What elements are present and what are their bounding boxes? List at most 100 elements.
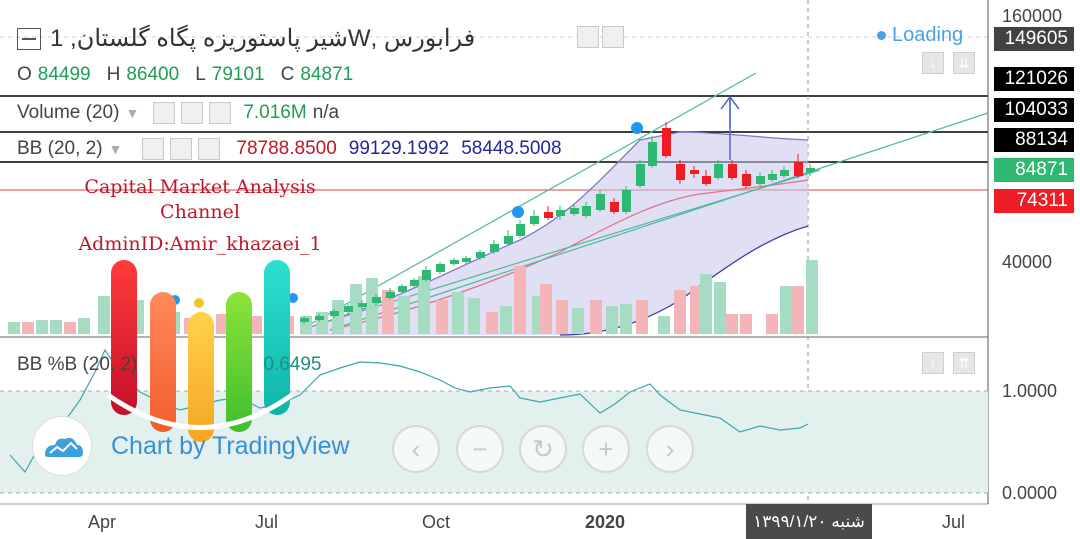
minus-icon: − xyxy=(472,434,488,464)
bbpb-tick: 0.0000 xyxy=(1002,483,1058,503)
open-value: 84499 xyxy=(37,64,91,85)
candle-body xyxy=(330,311,339,316)
watermark-line3: AdminID:Amir_khazaei_1 xyxy=(78,233,322,255)
volume-label[interactable]: Volume (20) xyxy=(17,102,120,123)
watermark-line1: Capital Market Analysis xyxy=(84,176,316,198)
date-tick: Jul xyxy=(255,512,279,532)
volume-bar xyxy=(590,300,602,334)
candle-body xyxy=(476,252,485,258)
minus-icon xyxy=(22,38,36,40)
zoom-out-button[interactable]: − xyxy=(456,425,504,473)
date-tick: Apr xyxy=(88,512,117,532)
close-value: 84871 xyxy=(300,64,354,85)
chevron-left-icon: ‹ xyxy=(411,434,421,464)
arrow-down-icon[interactable]: ↓ xyxy=(922,52,944,74)
volume-na: n/a xyxy=(312,102,340,123)
candle-body xyxy=(780,170,789,176)
candle-body xyxy=(398,286,407,292)
close-icon[interactable] xyxy=(209,102,232,124)
visibility-icon[interactable] xyxy=(142,138,165,160)
reset-button[interactable]: ↻ xyxy=(519,425,567,473)
candle-body xyxy=(806,168,815,172)
candle-body xyxy=(300,318,309,322)
arrow-up-double-icon[interactable]: ⇈ xyxy=(953,352,975,374)
volume-bar xyxy=(350,284,362,334)
visibility-icon[interactable] xyxy=(577,26,599,48)
close-icon[interactable] xyxy=(198,138,221,160)
candle-body xyxy=(676,164,685,180)
volume-bar xyxy=(806,260,818,334)
loading-indicator: Loading xyxy=(877,24,963,47)
candle-body xyxy=(570,208,579,214)
volume-bar xyxy=(636,300,648,334)
open-key: O xyxy=(17,64,32,85)
bbpb-label[interactable]: BB %B (20, 2) xyxy=(17,354,138,375)
settings-icon[interactable] xyxy=(170,138,193,160)
volume-bar xyxy=(606,306,618,334)
tradingview-logo-icon[interactable] xyxy=(32,416,92,476)
bb-basis-value: 78788.8500 xyxy=(236,138,337,159)
volume-bar xyxy=(250,316,262,334)
volume-bar xyxy=(726,314,738,334)
candle-body xyxy=(544,212,553,218)
settings-icon[interactable] xyxy=(181,102,204,124)
volume-bar xyxy=(690,286,702,334)
candle-body xyxy=(636,164,645,186)
volume-bar xyxy=(620,304,632,334)
settings-icon[interactable] xyxy=(602,26,624,48)
volume-bar xyxy=(36,320,48,334)
title-controls xyxy=(577,26,624,48)
bbpb-legend: BB %B (20, 2) 0.6495 xyxy=(17,354,322,376)
candle-body xyxy=(768,174,777,180)
plus-icon: + xyxy=(598,434,614,464)
volume-value: 7.016M xyxy=(243,102,307,123)
bb-label[interactable]: BB (20, 2) xyxy=(17,138,103,159)
scroll-back-button[interactable]: ‹ xyxy=(392,425,440,473)
reset-icon: ↻ xyxy=(532,434,554,464)
candle-body xyxy=(358,303,367,307)
volume-bar xyxy=(714,282,726,334)
cloud-chart-icon xyxy=(45,437,83,457)
arrow-up-icon[interactable]: ↑ xyxy=(922,352,944,374)
watermark-line2: Channel xyxy=(160,201,240,223)
volume-bar xyxy=(64,322,76,334)
volume-bar xyxy=(556,300,568,334)
candle-body xyxy=(516,224,525,236)
candle-body xyxy=(610,202,619,212)
candle-body xyxy=(556,210,565,216)
branding-text[interactable]: Chart by TradingView xyxy=(111,432,350,460)
volume-bar xyxy=(674,290,686,334)
volume-bar xyxy=(740,314,752,334)
ohlc-legend: O 84499 H 86400 L 79101 C 84871 xyxy=(17,64,363,86)
chevron-down-icon[interactable]: ▼ xyxy=(108,141,123,157)
candle-body xyxy=(742,174,751,186)
close-key: C xyxy=(280,64,295,85)
volume-bar xyxy=(514,266,526,334)
signal-dot xyxy=(512,206,524,218)
bb-upper-value: 99129.1992 xyxy=(348,138,450,159)
candle-body xyxy=(714,164,723,178)
candle-body xyxy=(372,297,381,303)
zoom-in-button[interactable]: + xyxy=(582,425,630,473)
candle-series xyxy=(300,122,815,324)
volume-bar xyxy=(22,322,34,334)
scroll-forward-button[interactable]: › xyxy=(646,425,694,473)
volume-bar xyxy=(98,296,110,334)
collapse-button[interactable] xyxy=(17,28,41,50)
volume-legend: Volume (20) ▼ 7.016M n/a xyxy=(17,102,339,124)
candle-body xyxy=(596,194,605,210)
visibility-icon[interactable] xyxy=(153,102,176,124)
volume-bar xyxy=(332,300,344,334)
volume-bar xyxy=(418,276,430,334)
volume-bar xyxy=(486,312,498,334)
candle-body xyxy=(662,128,671,156)
candle-body xyxy=(794,162,803,176)
arrow-down-double-icon[interactable]: ⇊ xyxy=(953,52,975,74)
candle-body xyxy=(728,164,737,178)
signal-dot xyxy=(631,122,643,134)
chevron-down-icon[interactable]: ▼ xyxy=(125,105,140,121)
candle-body xyxy=(622,190,631,212)
cursor-date-label: شنبه ۱۳۹۹/۱/۲۰ xyxy=(746,504,872,539)
date-tick: Jul xyxy=(942,512,966,532)
